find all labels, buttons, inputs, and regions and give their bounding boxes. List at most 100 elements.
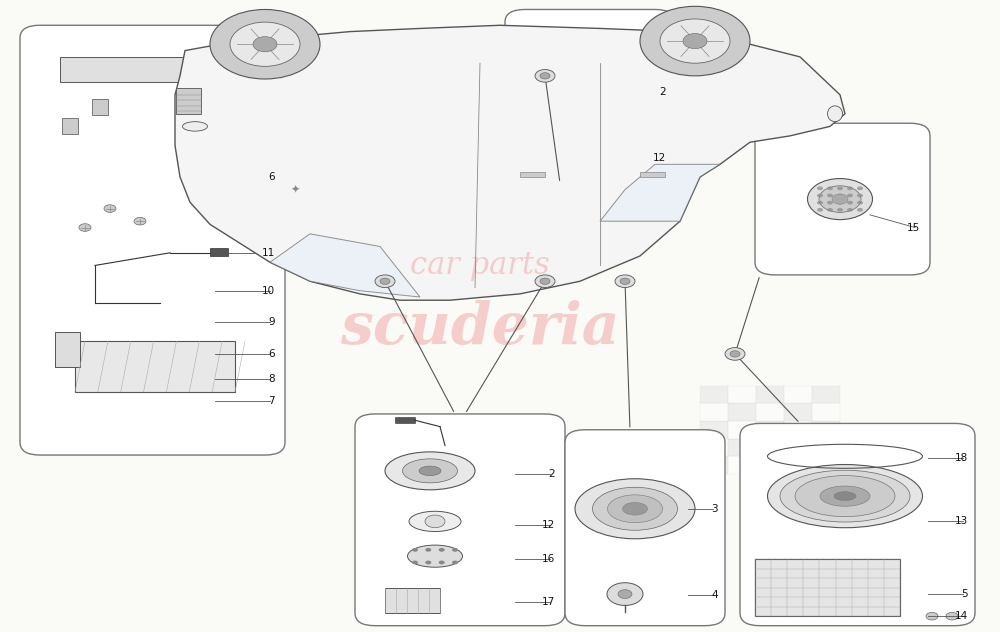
Bar: [784, 403, 812, 421]
Text: 3: 3: [711, 504, 718, 514]
Circle shape: [847, 186, 853, 190]
Circle shape: [827, 186, 833, 190]
Circle shape: [857, 208, 863, 212]
Text: 2: 2: [548, 469, 555, 479]
Ellipse shape: [834, 492, 856, 501]
Circle shape: [425, 548, 431, 552]
Bar: [784, 421, 812, 439]
Circle shape: [946, 612, 958, 620]
Text: 11: 11: [262, 248, 275, 258]
Text: 15: 15: [907, 222, 920, 233]
FancyBboxPatch shape: [565, 430, 725, 626]
Bar: [176, 88, 201, 114]
Circle shape: [725, 348, 745, 360]
Ellipse shape: [808, 178, 872, 220]
Ellipse shape: [408, 545, 462, 568]
Circle shape: [837, 186, 843, 190]
Text: 16: 16: [542, 554, 555, 564]
Circle shape: [535, 275, 555, 288]
Ellipse shape: [554, 146, 596, 164]
Text: 17: 17: [542, 597, 555, 607]
Circle shape: [555, 157, 561, 161]
Circle shape: [566, 157, 572, 161]
Circle shape: [589, 157, 595, 161]
Bar: [784, 386, 812, 403]
Ellipse shape: [542, 78, 608, 106]
Circle shape: [817, 208, 823, 212]
Bar: [784, 456, 812, 474]
Bar: [728, 403, 756, 421]
Circle shape: [134, 217, 146, 225]
Text: 8: 8: [268, 374, 275, 384]
Ellipse shape: [608, 495, 662, 523]
Circle shape: [380, 278, 390, 284]
Circle shape: [847, 201, 853, 205]
Circle shape: [615, 275, 635, 288]
Bar: [62, 118, 78, 134]
Ellipse shape: [622, 502, 648, 515]
Circle shape: [827, 201, 833, 205]
Circle shape: [452, 561, 458, 564]
Bar: [756, 386, 784, 403]
Text: 5: 5: [961, 589, 968, 599]
FancyBboxPatch shape: [355, 414, 565, 626]
Bar: [728, 456, 756, 474]
Circle shape: [439, 548, 445, 552]
Circle shape: [425, 561, 431, 564]
Text: 12: 12: [653, 153, 666, 163]
Circle shape: [857, 186, 863, 190]
Circle shape: [578, 157, 584, 161]
Ellipse shape: [182, 121, 208, 131]
Text: 6: 6: [268, 172, 275, 182]
Ellipse shape: [828, 106, 842, 121]
Circle shape: [375, 275, 395, 288]
Circle shape: [847, 193, 853, 197]
Bar: [92, 99, 108, 115]
Ellipse shape: [419, 466, 441, 476]
Ellipse shape: [780, 470, 910, 522]
Ellipse shape: [561, 85, 589, 97]
Circle shape: [837, 193, 843, 197]
Circle shape: [847, 208, 853, 212]
Bar: [210, 248, 228, 256]
Text: ✦: ✦: [290, 185, 300, 195]
Ellipse shape: [528, 71, 622, 112]
Text: car parts: car parts: [410, 250, 550, 281]
Circle shape: [589, 149, 595, 152]
Circle shape: [837, 201, 843, 205]
Ellipse shape: [795, 476, 895, 517]
FancyBboxPatch shape: [740, 423, 975, 626]
Circle shape: [817, 186, 823, 190]
Bar: [756, 439, 784, 456]
Circle shape: [827, 193, 833, 197]
Text: 14: 14: [955, 611, 968, 621]
Circle shape: [540, 278, 550, 284]
Bar: [700, 421, 728, 439]
Circle shape: [837, 208, 843, 212]
Bar: [756, 456, 784, 474]
Circle shape: [230, 22, 300, 66]
Circle shape: [620, 278, 630, 284]
Bar: [55, 332, 80, 367]
Ellipse shape: [820, 486, 870, 506]
Circle shape: [857, 193, 863, 197]
Text: 6: 6: [268, 349, 275, 359]
Circle shape: [210, 9, 320, 79]
Circle shape: [555, 149, 561, 152]
Bar: [812, 439, 840, 456]
PathPatch shape: [270, 234, 420, 297]
Ellipse shape: [592, 487, 678, 530]
Text: 7: 7: [268, 396, 275, 406]
Circle shape: [578, 149, 584, 152]
Bar: [756, 403, 784, 421]
Circle shape: [857, 201, 863, 205]
Ellipse shape: [819, 186, 861, 212]
PathPatch shape: [175, 25, 845, 300]
Circle shape: [827, 208, 833, 212]
Text: 2: 2: [659, 87, 666, 97]
FancyBboxPatch shape: [20, 25, 285, 455]
Ellipse shape: [832, 194, 848, 204]
Text: 18: 18: [955, 453, 968, 463]
Bar: [385, 588, 440, 613]
Bar: [728, 421, 756, 439]
